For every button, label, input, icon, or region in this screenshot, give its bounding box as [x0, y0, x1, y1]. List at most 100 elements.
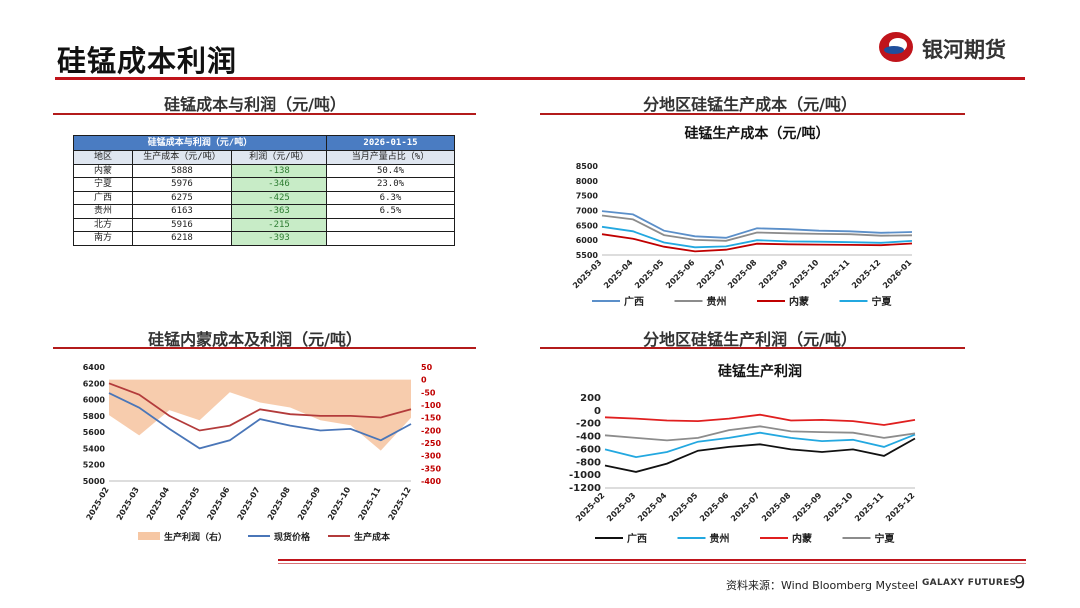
profit-area	[109, 379, 411, 451]
x-tick-label: 2025-12	[850, 258, 882, 290]
y-tick-label: 7000	[576, 207, 599, 216]
x-tick-label: 2025-09	[791, 491, 824, 524]
y-right-tick-label: -150	[421, 414, 441, 423]
footer-brand: GALAXY FUTURES	[922, 578, 1017, 588]
x-tick-label: 2025-08	[760, 491, 793, 524]
series-line-内蒙	[604, 413, 916, 426]
galaxy-logo	[879, 32, 913, 62]
series-line-宁夏	[604, 425, 916, 442]
legend-label: 现货价格	[274, 531, 311, 543]
legend-swatch	[138, 532, 160, 540]
footer-source: 资料来源：Wind Bloomberg Mysteel	[726, 579, 919, 592]
y-tick-label: -400	[576, 432, 601, 443]
chart-title: 硅锰生产利润	[718, 363, 802, 380]
page-number: 9	[1014, 572, 1026, 593]
section-divider	[540, 113, 965, 115]
column-header: 当月产量占比（%）	[326, 150, 455, 165]
table-cell: 内蒙	[73, 163, 133, 178]
series-line-内蒙	[601, 233, 913, 253]
logo-text: 银河期货	[922, 38, 1006, 62]
y-right-tick-label: -200	[421, 426, 441, 435]
y-tick-label: 5500	[576, 251, 599, 260]
x-tick-label: 2025-11	[819, 258, 852, 291]
column-header: 地区	[73, 150, 133, 165]
x-tick-label: 2025-02	[574, 491, 606, 523]
table-cell: 50.4%	[326, 163, 455, 178]
legend-label: 宁夏	[872, 295, 893, 308]
table-cell: -138	[231, 163, 327, 178]
table-cell: -425	[231, 190, 327, 205]
x-tick-label: 2025-10	[788, 258, 821, 291]
page-title: 硅锰成本利润	[57, 44, 238, 78]
table-cell: 5976	[132, 177, 232, 192]
y-right-tick-label: -100	[421, 401, 441, 410]
section-title-neimeng: 硅锰内蒙成本及利润（元/吨）	[148, 330, 362, 349]
x-tick-label: 2025-03	[115, 486, 141, 522]
x-tick-label: 2025-06	[205, 485, 231, 522]
table-cell: 南方	[73, 231, 133, 246]
y-tick-label: 0	[594, 406, 601, 417]
neimeng-cost-profit-chart: 5000 5200 5400 5600 5800 6000 6200 6400 -400 -350…	[83, 363, 442, 543]
table-header-title: 硅锰成本与利润（元/吨）	[73, 135, 327, 151]
table-cell: -215	[231, 217, 327, 232]
y-tick-label: 8000	[576, 177, 599, 186]
regional-profit-chart: 硅锰生产利润 -1200 -1000 -800 -600-400 -200 0 200 2025…	[569, 363, 916, 545]
section-divider	[540, 347, 965, 349]
x-tick-label: 2025-06	[664, 258, 697, 291]
table-cell: 贵州	[73, 204, 133, 219]
table-cell: -363	[231, 204, 327, 219]
y-left-tick-label: 5800	[83, 412, 106, 421]
section-title-regional-profit: 分地区硅锰生产利润（元/吨）	[643, 330, 857, 349]
galaxy-logo-icon	[879, 32, 913, 62]
series-line-现货价格	[108, 392, 412, 450]
y-right-tick-label: 50	[421, 363, 433, 372]
y-tick-label: 6000	[576, 236, 599, 245]
legend-label: 贵州	[707, 295, 727, 308]
series-line-贵州	[601, 214, 913, 242]
x-tick-label: 2025-04	[145, 485, 171, 522]
legend-label: 广西	[624, 295, 644, 308]
legend-label: 内蒙	[792, 532, 812, 545]
series-line-广西	[604, 437, 916, 473]
y-tick-label: 200	[580, 393, 601, 404]
y-right-tick-label: -400	[421, 477, 441, 486]
table-cell: 6275	[132, 190, 232, 205]
table-cell: 6163	[132, 204, 232, 219]
x-tick-label: 2025-12	[387, 486, 413, 522]
y-tick-label: -1200	[569, 483, 601, 494]
column-header: 生产成本（元/吨）	[132, 150, 232, 165]
table-column-headers: 地区 生产成本（元/吨） 利润（元/吨） 当月产量占比（%）	[73, 150, 455, 165]
x-tick-label: 2025-07	[236, 486, 262, 522]
table-cell: -346	[231, 177, 327, 192]
regional-cost-chart: 硅锰生产成本（元/吨） 5500 6000 6500 7000 7500 8000 8500 2…	[571, 125, 914, 308]
x-tick-label: 2026-01	[881, 258, 914, 291]
table-cell: 北方	[73, 217, 133, 232]
table-cell: 宁夏	[73, 177, 133, 192]
series-line-宁夏	[601, 225, 913, 249]
table-cell: 广西	[73, 190, 133, 205]
table-cell: 23.0%	[326, 177, 455, 192]
y-right-tick-label: -300	[421, 452, 441, 461]
footer-divider	[278, 559, 1026, 561]
x-tick-label: 2025-09	[757, 258, 790, 291]
y-tick-label: 6500	[576, 221, 599, 230]
x-tick-label: 2025-07	[729, 491, 761, 523]
column-header: 利润（元/吨）	[231, 150, 327, 165]
x-tick-label: 2025-04	[602, 258, 635, 291]
y-right-tick-label: -250	[421, 439, 441, 448]
y-tick-label: -200	[576, 419, 601, 430]
y-tick-label: -800	[576, 457, 601, 468]
table-row: 内蒙 5888 -138 50.4%	[73, 163, 455, 178]
table-cell: 6218	[132, 231, 232, 246]
legend-label: 宁夏	[875, 532, 896, 545]
x-tick-label: 2025-12	[884, 491, 916, 523]
table-cell	[326, 231, 455, 246]
section-divider	[53, 113, 476, 115]
title-divider	[55, 77, 1025, 80]
y-tick-label: 8500	[576, 162, 599, 171]
table-cell: 6.5%	[326, 204, 455, 219]
table-row: 宁夏 5976 -346 23.0%	[73, 177, 455, 192]
chart-title: 硅锰生产成本（元/吨）	[684, 125, 829, 142]
x-tick-label: 2025-08	[726, 258, 759, 291]
legend-label: 生产利润（右）	[164, 531, 227, 543]
